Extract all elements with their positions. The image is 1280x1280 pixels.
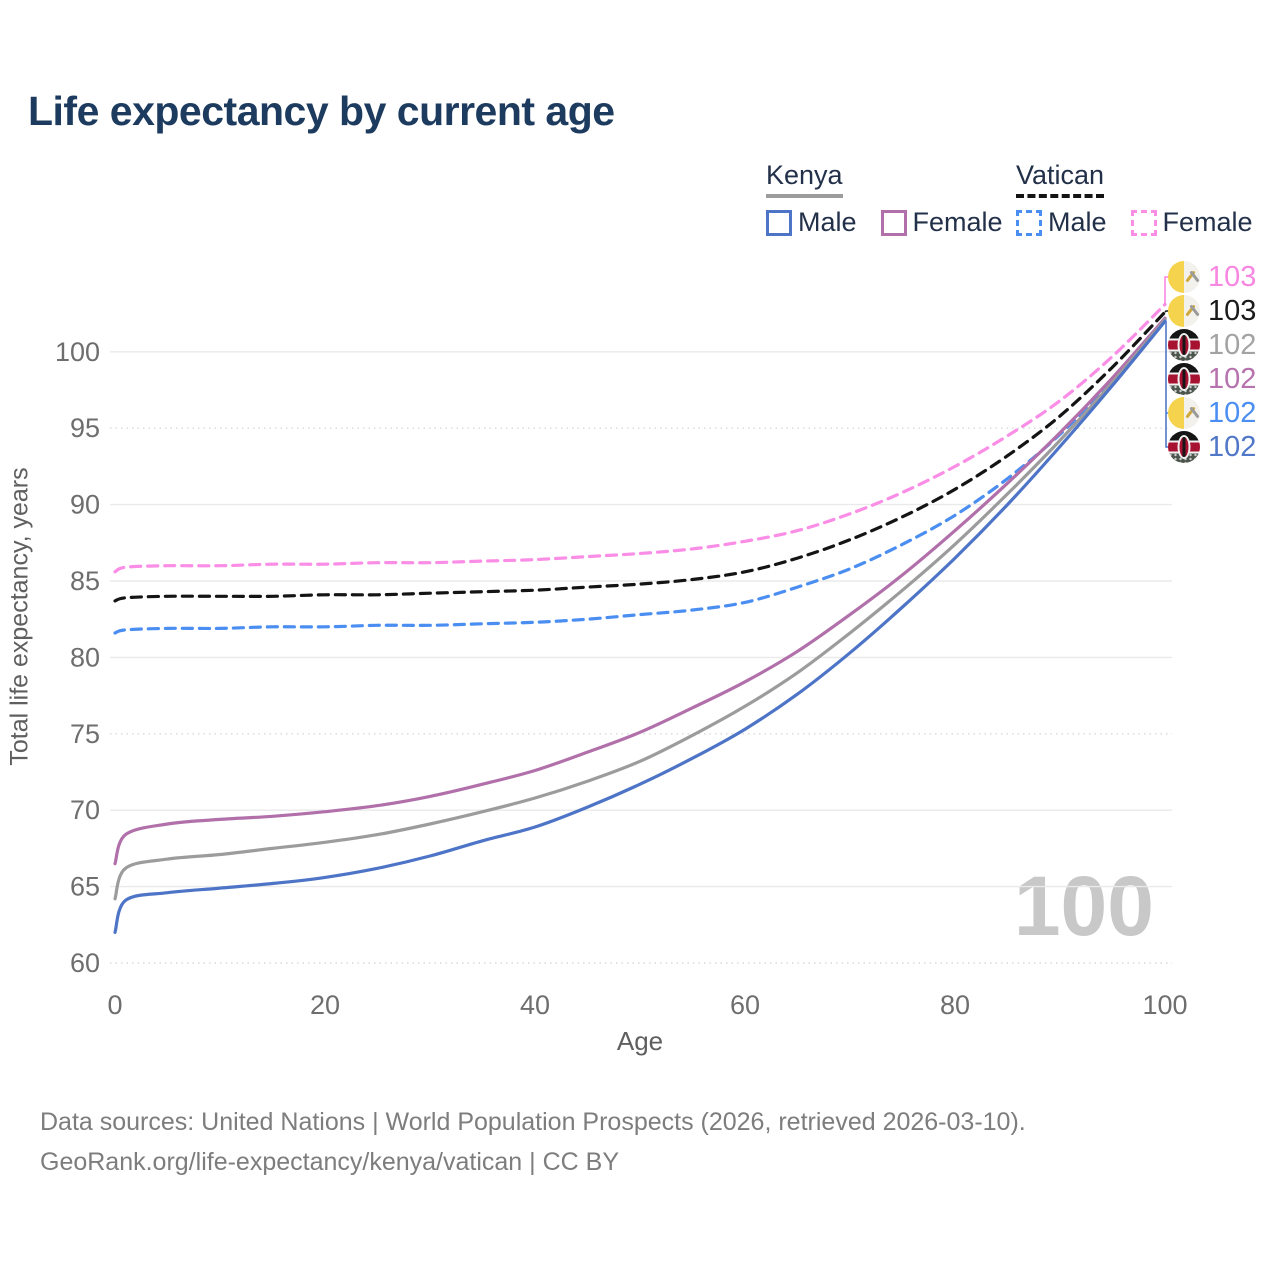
x-tick-label: 40: [520, 990, 550, 1020]
end-label-value: 103: [1208, 294, 1257, 327]
vatican-flag-icon: [1168, 295, 1200, 327]
y-tick-label: 95: [70, 413, 100, 443]
x-tick-label: 0: [107, 990, 122, 1020]
y-tick-label: 85: [70, 566, 100, 596]
kenya-flag-icon: [1168, 329, 1200, 361]
legend-item-vatican-male[interactable]: Male: [1016, 207, 1107, 238]
y-tick-label: 80: [70, 642, 100, 672]
end-label-value: 102: [1208, 362, 1257, 395]
series-line-vatican-female[interactable]: [113, 302, 1167, 574]
kenya-male-swatch-icon: [766, 209, 792, 236]
legend-item-label: Male: [798, 207, 857, 237]
end-label-kenya-both[interactable]: 102: [1168, 328, 1256, 362]
end-label-value: 103: [1208, 260, 1257, 293]
kenya-female-swatch-icon: [880, 209, 907, 236]
footer-attribution-link[interactable]: GeoRank.org/life-expectancy/kenya/vatica…: [40, 1148, 619, 1176]
end-label-value: 102: [1208, 328, 1257, 361]
y-tick-label: 60: [70, 948, 100, 978]
legend-country-vatican[interactable]: Vatican: [1016, 160, 1105, 198]
end-label-vatican-female[interactable]: 103: [1168, 260, 1256, 294]
y-tick-label: 65: [70, 872, 100, 902]
series-line-vatican-both-sexes[interactable]: [113, 310, 1167, 603]
y-tick-label: 75: [70, 719, 100, 749]
series-line-kenya-female[interactable]: [113, 316, 1167, 866]
end-label-vatican-both[interactable]: 103: [1168, 294, 1256, 328]
footer-data-sources: Data sources: United Nations | World Pop…: [40, 1108, 1026, 1136]
x-tick-label: 80: [940, 990, 970, 1020]
end-label-vatican-male[interactable]: 102: [1168, 396, 1256, 430]
x-tick-label: 20: [310, 990, 340, 1020]
vatican-female-swatch-icon: [1130, 209, 1157, 236]
kenya-flag-icon: [1168, 431, 1200, 463]
end-label-value: 102: [1208, 396, 1257, 429]
end-label-kenya-male[interactable]: 102: [1168, 430, 1256, 464]
legend-group-kenya: Kenya Male Female: [766, 160, 1003, 238]
legend-item-kenya-male[interactable]: Male: [766, 207, 857, 238]
legend-item-kenya-female[interactable]: Female: [880, 207, 1003, 238]
legend-item-label: Female: [1162, 207, 1253, 237]
vatican-male-swatch-icon: [1016, 209, 1042, 236]
vatican-flag-icon: [1168, 397, 1200, 429]
kenya-flag-icon: [1168, 363, 1200, 395]
end-labels: 103 103 102 102 102 102: [1168, 260, 1256, 464]
y-tick-label: 100: [55, 337, 100, 367]
legend-country-kenya[interactable]: Kenya: [766, 160, 843, 198]
x-tick-label: 60: [730, 990, 760, 1020]
vatican-flag-icon: [1168, 261, 1200, 293]
series-line-vatican-male[interactable]: [113, 318, 1167, 635]
legend-group-vatican: Vatican Male Female: [1016, 160, 1253, 238]
page-title: Life expectancy by current age: [28, 88, 615, 134]
end-label-kenya-female[interactable]: 102: [1168, 362, 1256, 396]
x-tick-label: 100: [1142, 990, 1187, 1020]
y-tick-label: 90: [70, 490, 100, 520]
legend-item-label: Male: [1048, 207, 1107, 237]
end-label-value: 102: [1208, 430, 1257, 463]
legend-item-vatican-female[interactable]: Female: [1130, 207, 1253, 238]
y-tick-label: 70: [70, 795, 100, 825]
legend-item-label: Female: [912, 207, 1003, 237]
series-line-kenya-both-sexes[interactable]: [113, 318, 1167, 901]
age-watermark: 100: [1013, 859, 1154, 953]
x-axis-title: Age: [616, 1026, 664, 1056]
series-line-kenya-male[interactable]: [113, 319, 1167, 934]
